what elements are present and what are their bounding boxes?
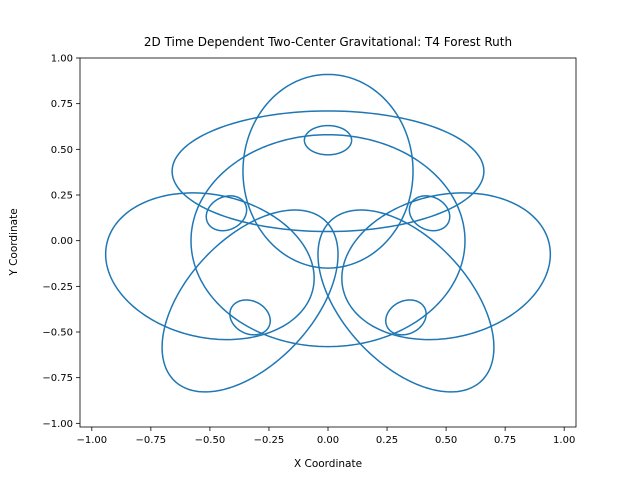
x-tick-label: 0.25 xyxy=(376,435,398,446)
trajectory-loop xyxy=(242,73,414,269)
trajectory-loop xyxy=(161,209,339,393)
x-tick-label: −0.75 xyxy=(136,435,167,446)
x-tick-label: 0.75 xyxy=(494,435,516,446)
trajectory-loop xyxy=(229,299,271,336)
x-tick-label: 1.00 xyxy=(553,435,575,446)
x-axis: −1.00 −0.75 −0.50 −0.25 0.00 0.25 0.50 0.75 1.00 xyxy=(76,427,575,446)
y-tick-label: −0.50 xyxy=(42,328,73,339)
x-axis-title: X Coordinate xyxy=(294,458,362,470)
y-axis-title: Y Coordinate xyxy=(8,208,20,276)
plot-frame xyxy=(79,57,577,428)
trajectory-loop xyxy=(408,195,451,232)
y-tick-label: −0.75 xyxy=(42,373,73,384)
x-tick-label: 0.50 xyxy=(435,435,457,446)
trajectory-loop xyxy=(317,209,495,393)
y-tick-label: 0.25 xyxy=(51,191,73,202)
y-tick-label: −0.25 xyxy=(42,282,73,293)
y-tick-label: 1.00 xyxy=(51,54,73,65)
y-tick-label: −1.00 xyxy=(42,419,73,430)
y-tick-label: 0.75 xyxy=(51,99,73,110)
x-tick-label: 0.00 xyxy=(317,435,339,446)
trajectory-loop xyxy=(205,195,248,232)
plot-lines xyxy=(104,73,552,393)
y-axis: −1.00 −0.75 −0.50 −0.25 0.00 0.25 0.50 0.75 1.00 xyxy=(42,54,80,430)
trajectory-loop xyxy=(190,133,466,348)
x-tick-label: −0.50 xyxy=(195,435,226,446)
x-tick-label: −0.25 xyxy=(254,435,285,446)
trajectory-loop xyxy=(341,192,552,341)
trajectory-loop xyxy=(385,299,427,336)
chart-title: 2D Time Dependent Two-Center Gravitation… xyxy=(144,35,512,49)
x-tick-label: −1.00 xyxy=(76,435,107,446)
trajectory-loop xyxy=(104,192,315,341)
y-tick-label: 0.00 xyxy=(51,236,73,247)
trajectory-loop xyxy=(303,124,353,156)
y-tick-label: 0.50 xyxy=(51,145,73,156)
trajectory-loop xyxy=(171,110,485,233)
